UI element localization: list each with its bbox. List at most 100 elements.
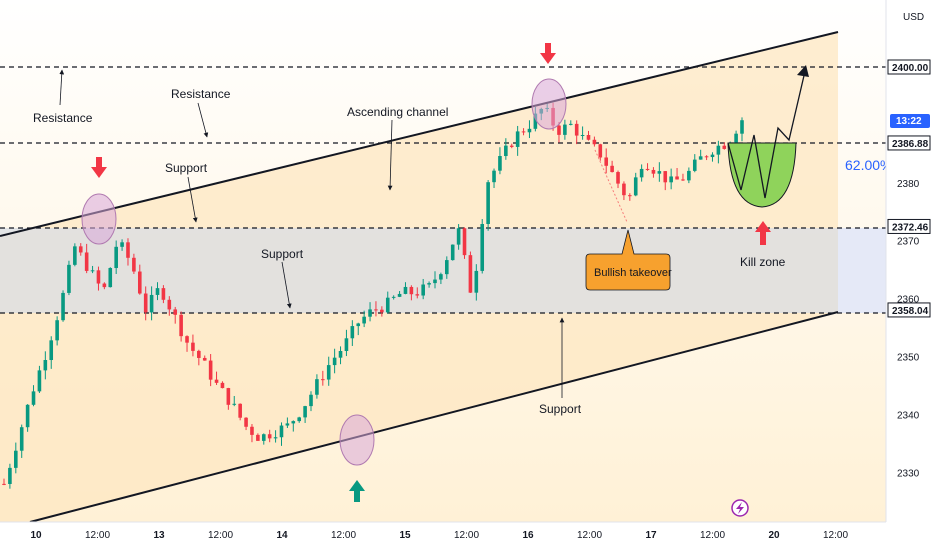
candle-body <box>492 170 496 183</box>
candle-body <box>350 326 355 339</box>
x-tick-label: 12:00 <box>208 530 233 541</box>
candle-body <box>639 168 644 178</box>
candle-body <box>622 183 626 196</box>
candle-body <box>61 292 65 321</box>
candle-body <box>604 157 609 166</box>
event-lightning-icon[interactable] <box>731 499 749 517</box>
candle-body <box>149 294 154 313</box>
candle-body <box>309 394 313 407</box>
candle-body <box>592 139 597 145</box>
projection-zigzag <box>727 66 807 199</box>
candle-body <box>326 365 331 380</box>
y-tick-label: 2370 <box>897 237 920 248</box>
candle-body <box>692 159 697 171</box>
x-tick-label: 12:00 <box>700 530 725 541</box>
candle-body <box>126 242 130 258</box>
red-up-arrow-icon <box>755 221 771 245</box>
candle-body <box>521 131 526 133</box>
candle-body <box>49 340 54 361</box>
candle-body <box>321 379 325 381</box>
level-tag-bg <box>887 218 931 234</box>
touch-circle-bottom <box>339 414 375 466</box>
candle-body <box>167 299 172 310</box>
red-down-arrow-icon <box>91 157 107 178</box>
candle-body <box>344 338 349 351</box>
level-tag: 2372.46 <box>892 222 929 233</box>
candle-body <box>120 242 124 247</box>
candle-body <box>356 323 361 327</box>
candle-body <box>645 168 650 170</box>
candle-body <box>338 350 343 358</box>
channel-lower-line <box>29 311 839 523</box>
candle-body <box>374 309 378 311</box>
fib-label: 62.00% <box>845 157 892 173</box>
candle-body <box>722 145 727 149</box>
candle-body <box>486 182 490 225</box>
channel-upper-line <box>0 31 839 237</box>
candle-body <box>498 156 502 171</box>
touch-circle-top <box>531 78 567 130</box>
arrow-support-1 <box>187 176 198 223</box>
annotation-kill-zone: Kill zone <box>740 255 786 269</box>
candle-body <box>96 270 101 284</box>
candle-body <box>409 286 414 295</box>
y-tick-label: 2360 <box>897 295 920 306</box>
x-axis-ticks: 10 12:00 13 12:00 14 12:00 15 12:00 16 12:00 17 12:… <box>30 530 848 541</box>
candle-body <box>710 154 715 158</box>
bullish-takeover-callout <box>585 229 671 291</box>
candle-body <box>610 165 614 173</box>
candle-body <box>256 434 260 441</box>
candle-body <box>651 169 656 174</box>
x-tick-label: 17 <box>645 530 657 541</box>
candle-body <box>574 123 579 136</box>
candle-body <box>173 309 178 315</box>
candle-body <box>509 145 514 147</box>
current-price-tag: 13:22 <box>896 116 922 127</box>
level-tag: 2358.04 <box>892 306 929 317</box>
level-tag-bg <box>887 59 931 75</box>
price-axis-bg <box>886 0 932 550</box>
candle-body <box>515 131 520 147</box>
candle-body <box>456 228 461 245</box>
candle-body <box>31 391 36 405</box>
currency-label[interactable]: USD <box>903 12 924 23</box>
level-tag: 2400.00 <box>892 63 929 74</box>
candle-body <box>55 320 59 341</box>
candle-body <box>563 124 567 135</box>
candle-body <box>161 288 166 300</box>
candle-body <box>362 316 366 324</box>
candle-body <box>102 283 107 288</box>
level-tag-bg <box>887 302 931 318</box>
annotation-ascending-channel: Ascending channel <box>347 105 448 119</box>
y-tick-label: 2350 <box>897 353 920 364</box>
y-axis-ticks: 2330 2340 2350 2360 2370 2380 <box>897 179 920 479</box>
candle-body <box>415 294 420 296</box>
candle-body <box>132 257 136 272</box>
annotation-bullish-takeover: Bullish takeover <box>594 267 672 279</box>
candle-body <box>137 271 142 294</box>
candle-body <box>704 156 709 158</box>
candle-body <box>261 434 266 441</box>
candle-body <box>73 246 77 265</box>
support-zone <box>0 228 886 313</box>
takeover-dotted <box>594 149 628 223</box>
candle-body <box>681 179 685 181</box>
candle-body <box>598 144 603 158</box>
candle-body <box>633 177 638 196</box>
x-tick-label: 16 <box>522 530 534 541</box>
candle-body <box>179 314 183 337</box>
candles <box>2 102 744 489</box>
arrow-resistance-1 <box>59 69 65 106</box>
candle-body <box>273 437 278 439</box>
candle-body <box>297 417 301 422</box>
candle-body <box>191 342 195 351</box>
candle-body <box>90 270 95 272</box>
arrow-ascending <box>387 119 393 191</box>
candle-body <box>734 133 738 143</box>
annotation-support-zone: Support <box>261 247 304 261</box>
candle-body <box>380 309 384 313</box>
candle-body <box>427 283 431 285</box>
candle-body <box>657 171 662 174</box>
projection-arrow-head <box>797 65 809 77</box>
